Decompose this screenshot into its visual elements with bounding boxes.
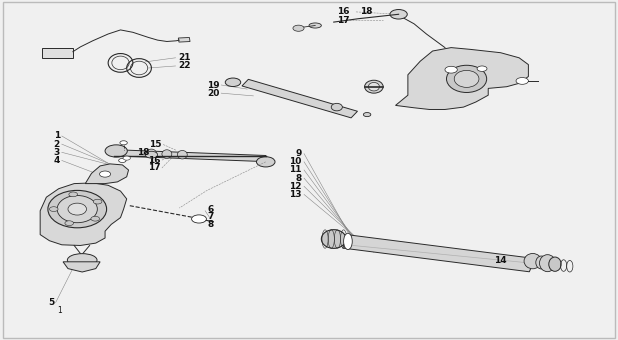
Text: 20: 20	[207, 89, 219, 98]
Text: 16: 16	[337, 7, 349, 16]
Polygon shape	[242, 79, 357, 118]
Ellipse shape	[225, 78, 241, 86]
Text: 18: 18	[137, 148, 150, 157]
Text: 8: 8	[207, 220, 213, 229]
Circle shape	[93, 199, 102, 204]
Circle shape	[445, 66, 457, 73]
Ellipse shape	[177, 150, 187, 159]
Ellipse shape	[524, 253, 541, 269]
Circle shape	[145, 151, 158, 158]
Circle shape	[256, 157, 275, 167]
Ellipse shape	[549, 257, 561, 271]
Text: 2: 2	[54, 140, 60, 149]
Circle shape	[49, 207, 58, 211]
Ellipse shape	[321, 230, 346, 248]
Circle shape	[516, 78, 528, 84]
Ellipse shape	[162, 150, 172, 158]
Ellipse shape	[365, 80, 383, 93]
Text: 21: 21	[178, 53, 190, 62]
Circle shape	[192, 215, 206, 223]
Ellipse shape	[536, 256, 547, 269]
Polygon shape	[396, 48, 528, 109]
Polygon shape	[342, 235, 535, 272]
Text: 12: 12	[289, 182, 302, 191]
Circle shape	[477, 66, 487, 71]
Text: 7: 7	[207, 212, 213, 221]
Ellipse shape	[446, 65, 487, 92]
Text: 9: 9	[295, 149, 302, 158]
Text: 13: 13	[289, 190, 302, 199]
Ellipse shape	[309, 23, 321, 28]
Ellipse shape	[146, 149, 156, 157]
Text: 16: 16	[148, 156, 161, 165]
Circle shape	[105, 145, 127, 157]
Ellipse shape	[540, 255, 556, 272]
Polygon shape	[85, 164, 129, 184]
Circle shape	[119, 158, 126, 163]
Circle shape	[123, 156, 130, 160]
Polygon shape	[179, 37, 190, 42]
Text: 5: 5	[48, 298, 54, 307]
Text: 17: 17	[148, 164, 161, 172]
Text: 1: 1	[54, 132, 60, 140]
Text: 14: 14	[494, 256, 507, 265]
Ellipse shape	[48, 190, 107, 228]
Ellipse shape	[67, 254, 97, 267]
Text: 22: 22	[178, 62, 190, 70]
Text: 19: 19	[207, 81, 219, 89]
Ellipse shape	[363, 113, 371, 117]
Text: 17: 17	[337, 16, 349, 25]
Text: 10: 10	[289, 157, 302, 166]
Ellipse shape	[344, 233, 352, 250]
Text: 11: 11	[289, 166, 302, 174]
Ellipse shape	[454, 70, 479, 87]
Text: 8: 8	[295, 174, 302, 183]
Polygon shape	[63, 262, 100, 272]
Polygon shape	[117, 150, 266, 162]
Ellipse shape	[57, 195, 98, 223]
Text: 3: 3	[54, 148, 60, 157]
Circle shape	[91, 216, 99, 221]
Text: 4: 4	[54, 156, 60, 165]
Circle shape	[390, 10, 407, 19]
Circle shape	[99, 171, 111, 177]
Circle shape	[65, 221, 74, 225]
Polygon shape	[42, 48, 73, 58]
Text: 15: 15	[150, 140, 162, 149]
Text: 6: 6	[207, 205, 213, 214]
Polygon shape	[40, 183, 127, 245]
Text: 1: 1	[57, 306, 62, 315]
Ellipse shape	[68, 203, 87, 215]
Circle shape	[120, 141, 127, 145]
Circle shape	[293, 25, 304, 31]
Text: 18: 18	[360, 7, 372, 16]
Ellipse shape	[368, 82, 379, 91]
Ellipse shape	[331, 103, 342, 111]
Circle shape	[69, 192, 77, 197]
